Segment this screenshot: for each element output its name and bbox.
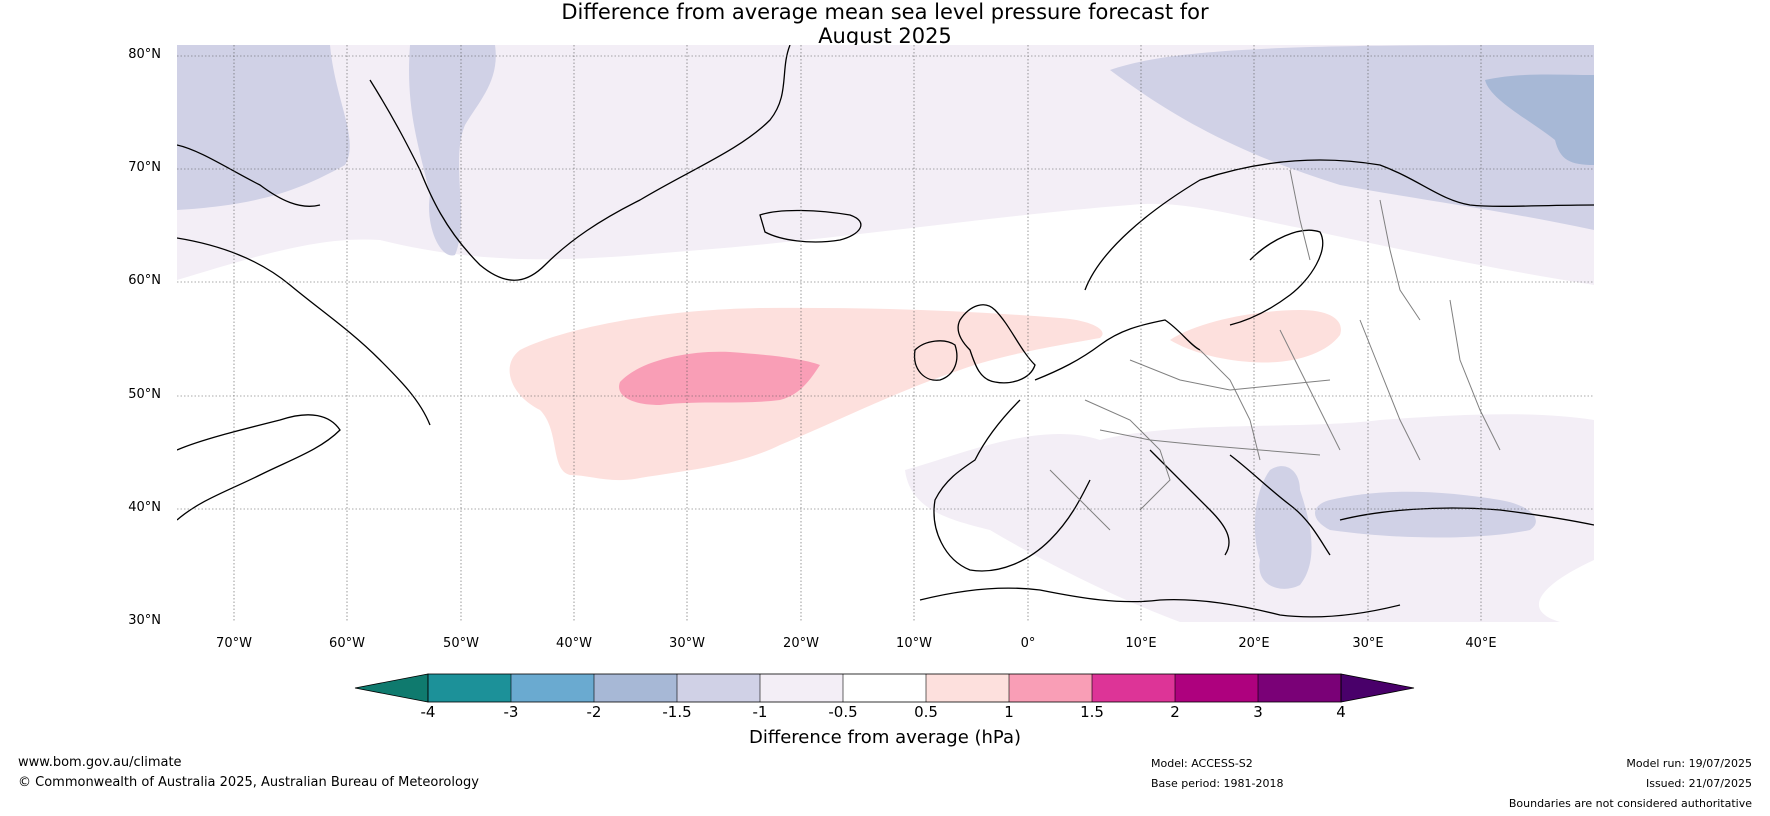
colorbar-extend-high bbox=[1340, 673, 1415, 703]
anomaly-positive-strong-atlantic bbox=[619, 351, 820, 405]
lon-label-30e: 30°E bbox=[1352, 636, 1384, 651]
anomaly-light-blue-greenland-strip bbox=[409, 45, 496, 256]
colorbar-title: Difference from average (hPa) bbox=[748, 727, 1022, 748]
colorbar-tick: 4 bbox=[1336, 703, 1346, 721]
coast-turkey bbox=[1339, 507, 1594, 526]
colorbar-tick: -4 bbox=[420, 703, 436, 721]
lat-label-60n: 60°N bbox=[128, 273, 161, 288]
lon-label-50w: 50°W bbox=[443, 636, 479, 651]
footer-model-run: Model run: 19/07/2025 bbox=[1626, 757, 1752, 770]
colorbar-bin bbox=[1092, 674, 1175, 702]
lon-label-10w: 10°W bbox=[896, 636, 932, 651]
map-title-line2: August 2025 bbox=[818, 24, 952, 48]
colorbar-tick: 3 bbox=[1253, 703, 1263, 721]
lon-label-20e: 20°E bbox=[1238, 636, 1270, 651]
lon-label-0: 0° bbox=[1020, 636, 1036, 651]
anomaly-positive-baltic bbox=[1170, 310, 1341, 363]
colorbar-tick: 1 bbox=[1004, 703, 1014, 721]
lon-label-20w: 20°W bbox=[783, 636, 819, 651]
coast-western-europe bbox=[933, 319, 1201, 572]
colorbar-bin bbox=[1258, 674, 1341, 702]
colorbar-bin bbox=[677, 674, 760, 702]
country-borders bbox=[1049, 169, 1501, 531]
coast-africa bbox=[919, 587, 1401, 618]
lat-label-50n: 50°N bbox=[128, 387, 161, 402]
footer-model: Model: ACCESS-S2 bbox=[1151, 757, 1253, 770]
colorbar-tick: -2 bbox=[586, 703, 602, 721]
lat-label-80n: 80°N bbox=[128, 47, 161, 62]
colorbar bbox=[354, 673, 1415, 703]
lon-label-60w: 60°W bbox=[329, 636, 365, 651]
lon-label-70w: 70°W bbox=[216, 636, 252, 651]
colorbar-bin bbox=[843, 674, 926, 702]
coast-labrador bbox=[177, 237, 431, 426]
anomaly-blue-barents bbox=[1485, 74, 1594, 165]
coast-balkans bbox=[1229, 454, 1331, 556]
footer-website: www.bom.gov.au/climate bbox=[18, 755, 182, 770]
colorbar-bin bbox=[594, 674, 677, 702]
coast-baffin bbox=[177, 144, 321, 207]
coastlines bbox=[177, 45, 1594, 618]
lon-label-40w: 40°W bbox=[556, 636, 592, 651]
colorbar-bin bbox=[760, 674, 843, 702]
colorbar-tick: 0.5 bbox=[914, 703, 938, 721]
coast-north-america bbox=[177, 414, 341, 521]
colorbar-bin bbox=[1009, 674, 1092, 702]
footer-base-period: Base period: 1981-2018 bbox=[1151, 777, 1284, 790]
coast-scandinavia bbox=[1084, 159, 1594, 291]
lon-label-10e: 10°E bbox=[1125, 636, 1157, 651]
anomaly-light-blue-aegean bbox=[1254, 466, 1312, 589]
coast-greenland bbox=[369, 45, 791, 281]
colorbar-tick: -1 bbox=[752, 703, 768, 721]
footer-disclaimer: Boundaries are not considered authoritat… bbox=[1508, 797, 1752, 810]
anomaly-negative-mediterranean bbox=[905, 414, 1594, 622]
colorbar-extend-low bbox=[354, 673, 429, 703]
colorbar-tick: 2 bbox=[1170, 703, 1180, 721]
map-area bbox=[177, 45, 1594, 622]
gridlines bbox=[177, 45, 1594, 622]
coast-britain bbox=[957, 304, 1036, 384]
lat-label-40n: 40°N bbox=[128, 500, 161, 515]
colorbar-tick: -3 bbox=[503, 703, 519, 721]
footer-issued: Issued: 21/07/2025 bbox=[1645, 777, 1752, 790]
colorbar-tick: 1.5 bbox=[1080, 703, 1104, 721]
colorbar-tick: -0.5 bbox=[828, 703, 858, 721]
lat-label-30n: 30°N bbox=[128, 613, 161, 628]
colorbar-bin bbox=[428, 674, 511, 702]
colorbar-bin bbox=[1175, 674, 1258, 702]
coast-iceland bbox=[759, 209, 862, 243]
lat-label-70n: 70°N bbox=[128, 160, 161, 175]
anomaly-light-blue-black-sea bbox=[1315, 491, 1536, 538]
map-title-line1: Difference from average mean sea level p… bbox=[561, 0, 1209, 24]
footer-copyright: © Commonwealth of Australia 2025, Austra… bbox=[18, 775, 479, 790]
lon-label-40e: 40°E bbox=[1465, 636, 1497, 651]
colorbar-bin bbox=[926, 674, 1009, 702]
lon-label-30w: 30°W bbox=[669, 636, 705, 651]
map-title: Difference from average mean sea level p… bbox=[0, 0, 1770, 48]
anomaly-positive-atlantic bbox=[509, 307, 1103, 481]
coast-baltic bbox=[1229, 229, 1324, 326]
coast-italy bbox=[1149, 449, 1230, 556]
coast-ireland bbox=[913, 340, 958, 381]
colorbar-tick: -1.5 bbox=[662, 703, 692, 721]
anomaly-light-blue-barents bbox=[1110, 45, 1594, 230]
colorbar-bin bbox=[511, 674, 594, 702]
